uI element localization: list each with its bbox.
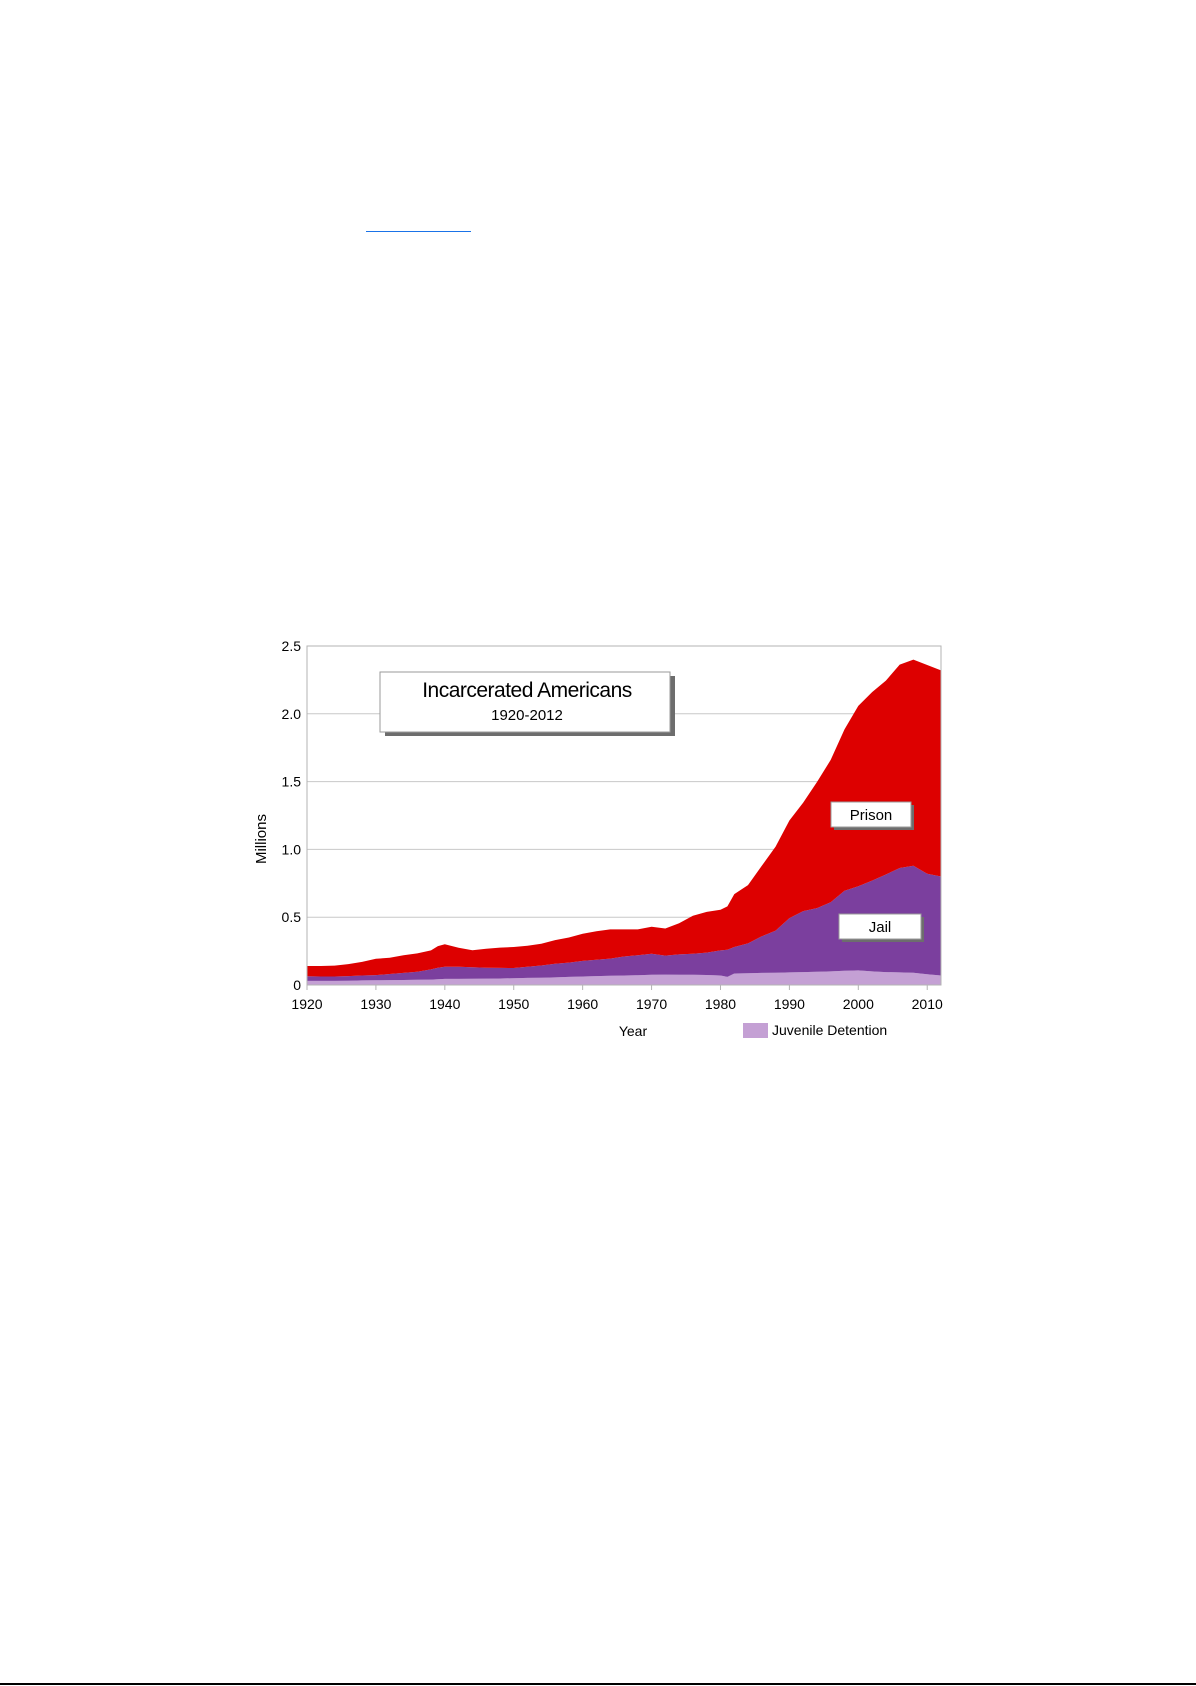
x-tick-label: 1940 bbox=[429, 996, 460, 1012]
plot-frame bbox=[306, 645, 942, 986]
x-tick-labels: 1920 1930 1940 1950 1960 1970 1980 1990 2000 2010 bbox=[291, 985, 943, 1012]
y-tick-label: 1.5 bbox=[282, 774, 302, 790]
y-axis-label: Millions bbox=[253, 814, 270, 864]
chart-areas bbox=[307, 659, 941, 985]
chart-title: Incarcerated Americans bbox=[422, 679, 632, 702]
x-tick-label: 2010 bbox=[912, 996, 943, 1012]
y-tick-label: 0.5 bbox=[282, 909, 302, 925]
y-tick-label: 1.0 bbox=[282, 841, 302, 857]
y-tick-label: 2.5 bbox=[282, 638, 302, 654]
prison-label: Prison bbox=[850, 807, 893, 824]
x-tick-label: 1960 bbox=[567, 996, 598, 1012]
x-tick-label: 1950 bbox=[498, 996, 529, 1012]
x-tick-label: 1990 bbox=[774, 996, 805, 1012]
area-prison bbox=[307, 659, 941, 977]
title-box: Incarcerated Americans 1920-2012 bbox=[379, 671, 675, 736]
y-tick-label: 2.0 bbox=[282, 706, 302, 722]
y-tick-label: 0 bbox=[293, 977, 301, 993]
legend-label-juvenile: Juvenile Detention bbox=[772, 1022, 887, 1038]
legend: Juvenile Detention bbox=[743, 1022, 887, 1038]
x-axis-label: Year bbox=[619, 1023, 648, 1039]
prison-label-box: Prison bbox=[830, 801, 914, 830]
area-juvenile-detention bbox=[307, 970, 941, 985]
hyperlink-underline[interactable] bbox=[366, 231, 471, 232]
jail-label: Jail bbox=[869, 919, 892, 936]
x-tick-label: 1930 bbox=[360, 996, 391, 1012]
y-tick-labels: 0 0.5 1.0 1.5 2.0 2.5 bbox=[282, 638, 302, 993]
chart-subtitle: 1920-2012 bbox=[491, 707, 563, 724]
x-tick-label: 2000 bbox=[843, 996, 874, 1012]
legend-swatch-juvenile bbox=[743, 1023, 768, 1038]
page-bottom-rule bbox=[0, 1683, 1196, 1685]
x-tick-label: 1920 bbox=[291, 996, 322, 1012]
x-tick-label: 1980 bbox=[705, 996, 736, 1012]
area-jail bbox=[307, 865, 941, 981]
jail-label-box: Jail bbox=[838, 913, 924, 942]
x-tick-label: 1970 bbox=[636, 996, 667, 1012]
